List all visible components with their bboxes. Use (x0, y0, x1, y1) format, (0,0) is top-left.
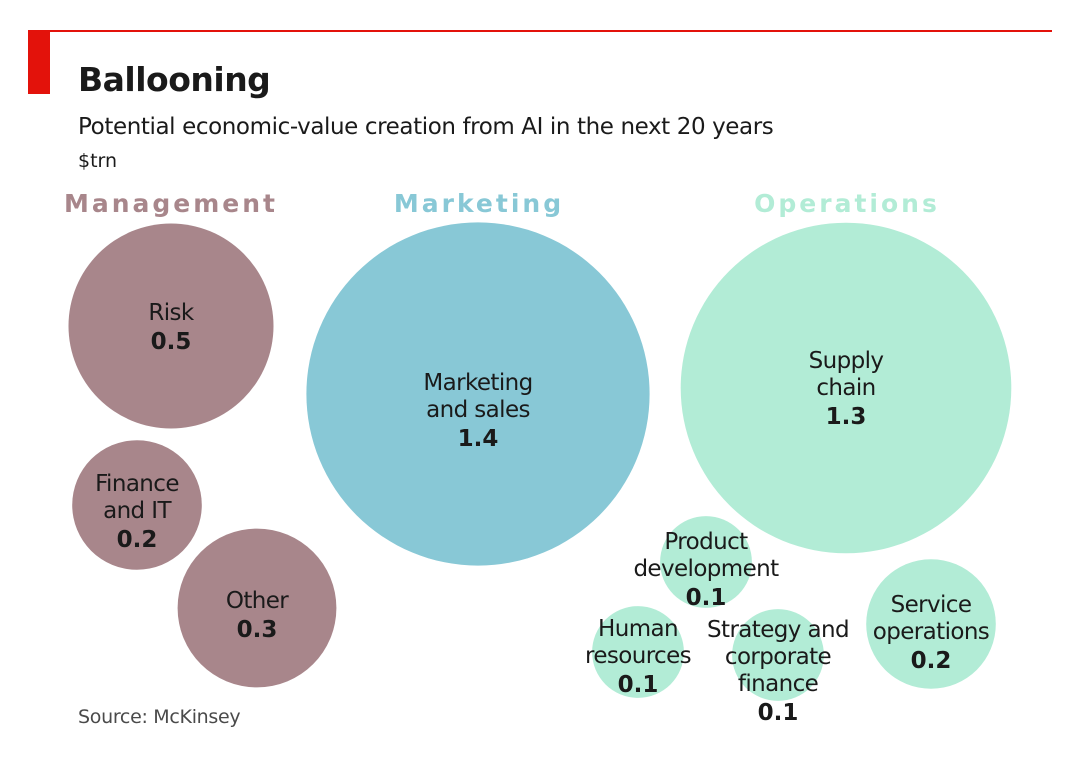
bubble-human-resources (592, 606, 684, 698)
bubble-value-other: 0.3 (237, 617, 278, 643)
bubble-label-supply-chain: chain (816, 375, 875, 401)
bubble-label-finance-and-it: Finance (95, 471, 179, 497)
bubble-value-strategy-and-corporate-finance: 0.1 (758, 700, 799, 726)
bubble-label-service-operations: Service (891, 592, 972, 618)
brand-tag (28, 30, 50, 94)
bubble-value-risk: 0.5 (151, 329, 192, 355)
bubble-strategy-and-corporate-finance (732, 609, 824, 701)
bubble-label-product-development: Product (664, 529, 748, 555)
bubble-label-risk: Risk (148, 300, 195, 326)
bubble-value-supply-chain: 1.3 (826, 404, 867, 430)
bubble-label-product-development: development (633, 556, 779, 582)
bubble-label-marketing-and-sales: Marketing (423, 370, 532, 396)
bubble-label-strategy-and-corporate-finance: Strategy and (707, 617, 849, 643)
source-note: Source: McKinsey (78, 706, 241, 728)
bubble-value-human-resources: 0.1 (618, 672, 659, 698)
bubble-value-marketing-and-sales: 1.4 (458, 426, 499, 452)
bubble-label-finance-and-it: and IT (103, 498, 172, 524)
bubble-service-operations (866, 559, 996, 689)
bubble-label-marketing-and-sales: and sales (426, 397, 530, 423)
group-label-management: Management (64, 189, 278, 218)
chart-title: Ballooning (78, 60, 271, 99)
group-label-operations: Operations (754, 189, 940, 218)
bubble-label-other: Other (226, 588, 289, 614)
bubble-value-service-operations: 0.2 (911, 648, 952, 674)
chart-unit: $trn (78, 150, 118, 172)
bubble-supply-chain (680, 222, 1012, 554)
bubble-value-product-development: 0.1 (686, 585, 727, 611)
top-rule (48, 30, 1052, 32)
group-label-marketing: Marketing (394, 189, 564, 218)
bubble-label-human-resources: resources (585, 643, 691, 669)
chart-subtitle: Potential economic-value creation from A… (78, 114, 774, 140)
bubble-label-service-operations: operations (873, 619, 989, 645)
bubble-value-finance-and-it: 0.2 (117, 527, 158, 553)
bubble-label-strategy-and-corporate-finance: corporate (725, 644, 831, 670)
bubble-marketing-and-sales (306, 222, 650, 566)
bubble-label-strategy-and-corporate-finance: finance (738, 671, 818, 697)
bubble-label-human-resources: Human (598, 616, 678, 642)
bubble-product-development (660, 516, 752, 608)
bubble-label-supply-chain: Supply (809, 348, 884, 374)
bubble-risk (68, 223, 274, 429)
bubble-other (177, 528, 337, 688)
bubble-finance-and-it (72, 440, 202, 570)
bubbles-layer (68, 222, 1012, 701)
